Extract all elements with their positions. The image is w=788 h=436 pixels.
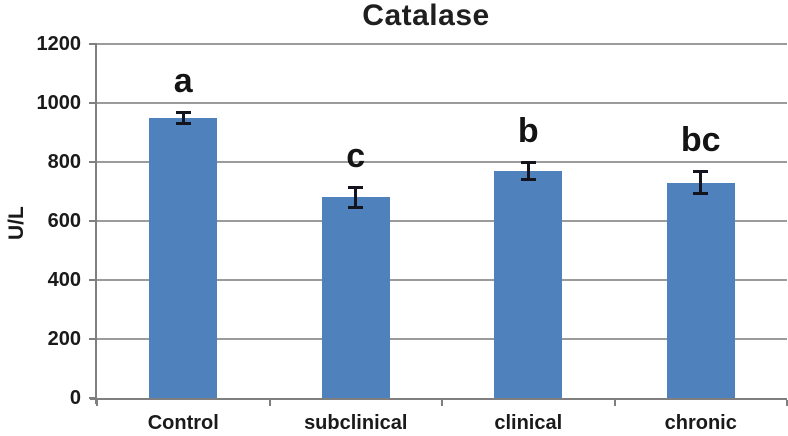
- x-axis-tick: [96, 400, 98, 406]
- significance-letter: bc: [680, 121, 721, 160]
- gridline: [97, 279, 787, 281]
- x-axis-tick: [613, 400, 616, 406]
- y-axis-tick: [89, 279, 97, 281]
- bar-subclinical: [321, 197, 390, 398]
- x-axis-tick: [441, 400, 443, 406]
- y-axis-tick: [89, 102, 97, 104]
- x-category-label: clinical: [494, 412, 563, 434]
- y-tick-label: 600: [47, 210, 81, 232]
- y-tick-label: 0: [69, 387, 81, 409]
- y-tick-label: 1000: [36, 92, 82, 114]
- error-bar-cap-bottom: [348, 205, 364, 209]
- x-axis-tick: [268, 400, 271, 406]
- gridline: [97, 220, 787, 222]
- error-bar-cap-bottom: [520, 177, 536, 181]
- x-category-label: subclinical: [304, 412, 408, 434]
- y-tick-label: 200: [47, 328, 81, 350]
- gridline: [97, 338, 787, 340]
- gridline: [97, 102, 787, 104]
- error-bar: [354, 187, 358, 208]
- y-tick-label: 400: [47, 269, 81, 291]
- bar-control: [149, 117, 218, 398]
- bar-chronic: [666, 182, 735, 398]
- y-axis-tick: [89, 161, 97, 163]
- y-axis-tick: [89, 338, 97, 340]
- y-tick-label: 1200: [36, 33, 82, 55]
- error-bar-cap-bottom: [693, 191, 709, 195]
- significance-letter: a: [173, 61, 193, 100]
- x-category-label: chronic: [664, 412, 737, 434]
- y-axis-tick: [89, 43, 97, 45]
- plot-area: 0 200 400 600 800 1000 1200 a Control c subclinica…: [37, 33, 788, 434]
- y-axis-tick: [89, 220, 97, 222]
- gridline: [97, 161, 787, 163]
- x-axis-line: [90, 398, 787, 400]
- x-axis-tick: [786, 400, 788, 406]
- error-bar-cap-top: [348, 186, 364, 190]
- error-bar-cap-top: [175, 110, 191, 114]
- bar-clinical: [494, 170, 563, 398]
- significance-letter: b: [517, 112, 539, 150]
- significance-letter: c: [346, 137, 366, 176]
- x-category-label: Control: [147, 412, 219, 434]
- error-bar: [526, 162, 530, 180]
- y-axis-line: [95, 44, 97, 404]
- error-bar-cap-bottom: [175, 121, 191, 125]
- error-bar: [699, 171, 703, 194]
- gridline: [97, 43, 787, 45]
- y-tick-label: 800: [47, 151, 81, 173]
- chart-title: Catalase: [362, 0, 490, 32]
- error-bar-cap-top: [693, 170, 709, 174]
- error-bar-cap-top: [520, 161, 536, 164]
- error-bar: [181, 111, 185, 124]
